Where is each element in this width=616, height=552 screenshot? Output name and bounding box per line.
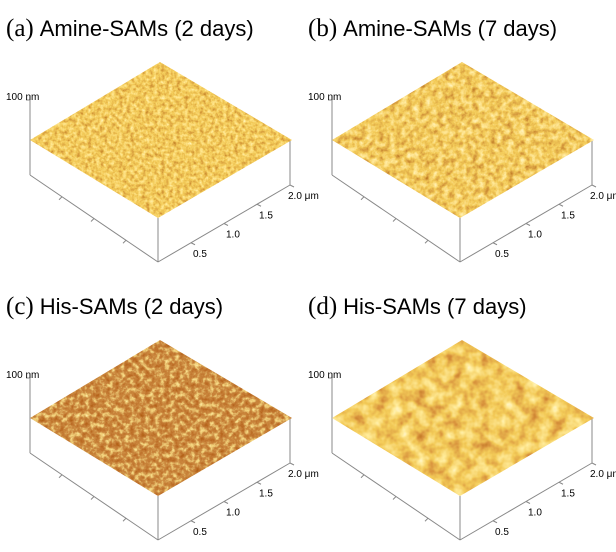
surface [30, 340, 292, 496]
axis-tick [559, 204, 563, 206]
x-tick-label: 0.5 [495, 527, 509, 538]
axis-tick [91, 219, 94, 222]
x-tick-label: 1.0 [226, 508, 240, 519]
axis-tick [393, 497, 396, 500]
axis-tick [257, 482, 261, 484]
x-tick-label: 0.5 [495, 249, 509, 260]
x-tick-label: 1.5 [259, 488, 273, 499]
z-label: 100 nm [308, 370, 341, 381]
z-label: 100 nm [6, 370, 39, 381]
afm-panel: (a)Amine-SAMs (2 days) 100 nm 0.5 1.0 1.5 2.0… [6, 15, 319, 262]
z-label: 100 nm [308, 92, 341, 103]
axis-tick [361, 197, 364, 200]
x-tick-label: 2.0 μm [590, 469, 616, 480]
axis-tick [425, 518, 428, 521]
panel-caption: His-SAMs (7 days) [343, 294, 526, 319]
afm-panel: (b)Amine-SAMs (7 days) 100 nm 0.5 1.0 1.5 2.0… [308, 15, 616, 262]
panel-title: (a)Amine-SAMs (2 days) [6, 15, 254, 42]
x-tick-label: 2.0 μm [288, 191, 319, 202]
axis-tick [526, 502, 530, 504]
axis-tick [526, 224, 530, 226]
axis-tick [493, 243, 497, 245]
z-label: 100 nm [6, 92, 39, 103]
surface [30, 62, 292, 218]
panel-caption: Amine-SAMs (7 days) [343, 16, 557, 41]
axis-tick [393, 219, 396, 222]
x-tick-label: 2.0 μm [288, 469, 319, 480]
x-tick-label: 1.0 [528, 508, 542, 519]
axis-tick [592, 185, 596, 187]
x-tick-label: 0.5 [193, 527, 207, 538]
figure: (a)Amine-SAMs (2 days) 100 nm 0.5 1.0 1.5 2.0… [0, 0, 616, 552]
axis-tick [224, 224, 228, 226]
x-tick-label: 1.5 [259, 210, 273, 221]
panel-label: (c) [6, 293, 34, 320]
panel-title: (c)His-SAMs (2 days) [6, 293, 223, 320]
axis-tick [191, 521, 195, 523]
axis-tick [91, 497, 94, 500]
panel-label: (a) [6, 15, 34, 42]
axis-tick [59, 475, 62, 478]
panel-label: (d) [308, 293, 337, 320]
x-tick-label: 1.0 [226, 230, 240, 241]
axis-tick [123, 240, 126, 243]
axis-tick [191, 243, 195, 245]
x-tick-label: 0.5 [193, 249, 207, 260]
x-tick-label: 1.5 [561, 488, 575, 499]
surface [332, 340, 594, 496]
axis-tick [59, 197, 62, 200]
x-tick-label: 1.0 [528, 230, 542, 241]
axis-tick [290, 185, 294, 187]
afm-panel: (d)His-SAMs (7 days) 100 nm 0.5 1.0 1.5 2.0 μ… [308, 293, 616, 540]
surface [332, 62, 594, 218]
panel-title: (b)Amine-SAMs (7 days) [308, 15, 557, 42]
axis-tick [592, 463, 596, 465]
axis-tick [224, 502, 228, 504]
axis-tick [559, 482, 563, 484]
axis-tick [123, 518, 126, 521]
afm-panel: (c)His-SAMs (2 days) 100 nm 0.5 1.0 1.5 2.0 μ… [6, 293, 319, 540]
panel-title: (d)His-SAMs (7 days) [308, 293, 527, 320]
panel-caption: His-SAMs (2 days) [40, 294, 223, 319]
axis-tick [290, 463, 294, 465]
axis-tick [425, 240, 428, 243]
panel-label: (b) [308, 15, 337, 42]
x-tick-label: 1.5 [561, 210, 575, 221]
x-tick-label: 2.0 μm [590, 191, 616, 202]
panel-caption: Amine-SAMs (2 days) [40, 16, 254, 41]
axis-tick [493, 521, 497, 523]
axis-tick [361, 475, 364, 478]
axis-tick [257, 204, 261, 206]
